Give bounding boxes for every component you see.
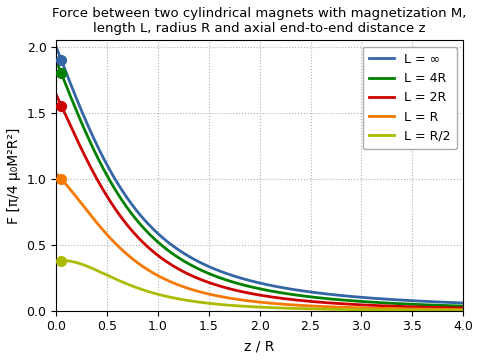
Line: L = R: L = R bbox=[56, 174, 463, 310]
L = ∞ bbox=[53, 45, 59, 49]
L = R bbox=[251, 300, 257, 304]
L = R bbox=[53, 172, 59, 176]
Y-axis label: F [π/4 μ₀M²R²]: F [π/4 μ₀M²R²] bbox=[7, 127, 21, 224]
L = 4R bbox=[53, 59, 59, 63]
L = R/2 bbox=[252, 305, 257, 309]
L = R bbox=[74, 196, 80, 200]
L = ∞ bbox=[460, 301, 466, 305]
L = 2R bbox=[448, 306, 454, 310]
L = R/2 bbox=[53, 259, 59, 264]
L = 4R bbox=[448, 303, 454, 308]
L = R bbox=[448, 307, 454, 312]
L = 2R bbox=[448, 306, 454, 310]
L = 2R bbox=[374, 303, 380, 308]
L = ∞ bbox=[251, 279, 257, 284]
L = ∞ bbox=[74, 98, 80, 102]
L = 2R bbox=[53, 93, 59, 97]
L = 4R bbox=[240, 283, 246, 287]
L = R/2 bbox=[374, 308, 380, 312]
X-axis label: z / R: z / R bbox=[244, 339, 275, 353]
L = R/2 bbox=[240, 304, 246, 309]
Line: L = 2R: L = 2R bbox=[56, 95, 463, 308]
L = 2R bbox=[460, 306, 466, 310]
L = R/2 bbox=[74, 261, 80, 265]
L = 4R bbox=[251, 285, 257, 290]
L = ∞ bbox=[448, 300, 454, 305]
L = R bbox=[460, 307, 466, 312]
Legend: L = ∞, L = 4R, L = 2R, L = R, L = R/2: L = ∞, L = 4R, L = 2R, L = R, L = R/2 bbox=[363, 46, 457, 149]
L = 4R bbox=[374, 300, 380, 305]
Line: L = ∞: L = ∞ bbox=[56, 47, 463, 303]
L = R bbox=[448, 307, 454, 312]
L = 4R bbox=[74, 110, 80, 114]
L = R bbox=[240, 298, 246, 302]
L = 4R bbox=[460, 304, 466, 308]
L = 4R bbox=[448, 303, 454, 308]
Title: Force between two cylindrical magnets with magnetization M,
length L, radius R a: Force between two cylindrical magnets wi… bbox=[52, 7, 467, 35]
L = 2R bbox=[251, 292, 257, 296]
L = 2R bbox=[74, 138, 80, 142]
Line: L = R/2: L = R/2 bbox=[56, 261, 463, 310]
L = ∞ bbox=[448, 300, 454, 305]
L = ∞ bbox=[240, 276, 246, 281]
L = ∞ bbox=[374, 296, 380, 301]
L = R/2 bbox=[460, 308, 466, 312]
L = R/2 bbox=[448, 308, 454, 312]
L = R/2 bbox=[60, 258, 66, 263]
L = 2R bbox=[240, 290, 246, 294]
L = R bbox=[374, 306, 380, 310]
L = R/2 bbox=[449, 308, 455, 312]
Line: L = 4R: L = 4R bbox=[56, 61, 463, 306]
